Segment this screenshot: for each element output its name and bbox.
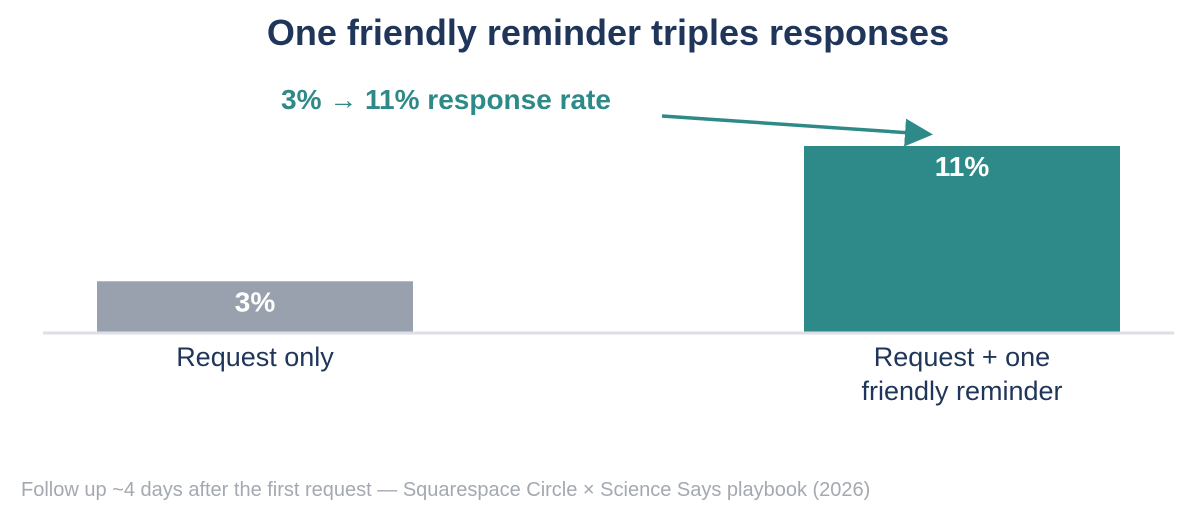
annotation-arrow [661,114,933,147]
annotation-label: 3% → 11% response rate [281,84,611,115]
labels: 3% Request only 11% Request + one friendly r… [176,151,1062,406]
bars [97,146,1120,332]
category-label-2-line-2: friendly reminder [861,376,1062,406]
bar-1 [97,281,413,332]
chart-title: One friendly reminder triples responses [266,12,950,53]
bar-2 [804,146,1120,332]
data-label-1: 3% [235,286,276,317]
data-label-2: 11% [935,151,990,182]
category-label-2-line-1: Request + one [874,342,1050,372]
footnote: Follow up ~4 days after the first reques… [21,479,871,501]
category-label-1: Request only [176,342,334,372]
